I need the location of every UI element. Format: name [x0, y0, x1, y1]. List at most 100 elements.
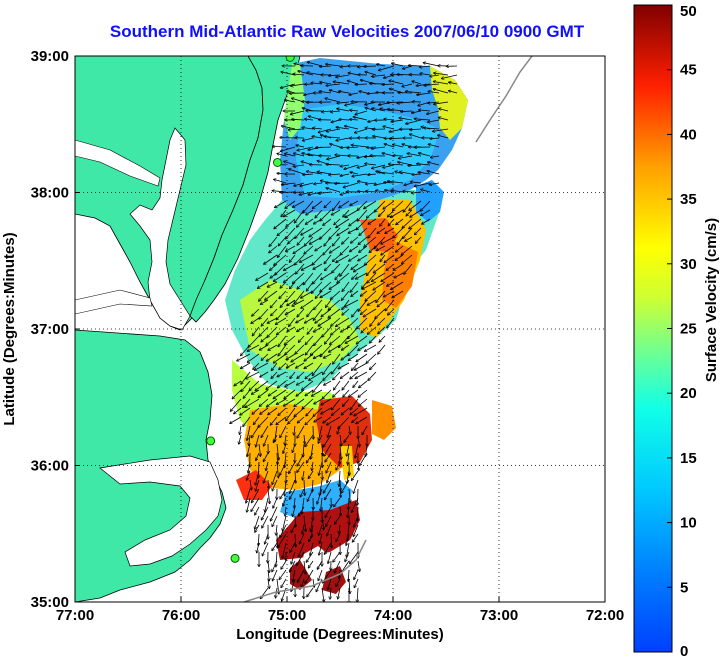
velocity-arrow: [251, 317, 260, 323]
velocity-arrow: [300, 182, 314, 186]
velocity-arrow: [282, 542, 287, 558]
velocity-arrow: [428, 91, 440, 94]
velocity-arrow: [372, 74, 386, 77]
velocity-arrow: [352, 362, 359, 370]
velocity-arrow: [260, 398, 269, 406]
velocity-arrow: [276, 317, 287, 324]
velocity-arrow: [259, 308, 269, 319]
velocity-arrow: [336, 254, 350, 262]
velocity-arrow: [318, 569, 323, 580]
velocity-arrow: [256, 479, 260, 491]
velocity-arrow: [325, 506, 332, 517]
velocity-arrow: [260, 344, 269, 350]
velocity-arrow: [334, 497, 341, 507]
velocity-arrow: [410, 209, 422, 217]
velocity-arrow: [375, 200, 386, 212]
velocity-arrow: [297, 425, 305, 438]
velocity-arrow: [336, 218, 350, 228]
velocity-arrow: [293, 74, 305, 75]
velocity-arrow: [415, 182, 431, 186]
colorbar-tick-label: 5: [680, 579, 688, 596]
velocity-arrow: [298, 71, 314, 76]
velocity-arrow: [356, 272, 368, 279]
velocity-arrow: [277, 227, 287, 235]
velocity-arrow: [381, 236, 395, 244]
velocity-arrow: [393, 263, 404, 270]
velocity-arrow: [297, 371, 305, 378]
velocity-arrow: [449, 82, 458, 85]
velocity-arrow: [257, 542, 260, 553]
velocity-arrow: [344, 182, 359, 187]
velocity-arrow: [351, 263, 359, 269]
velocity-arrow: [283, 443, 287, 453]
velocity-arrow: [294, 425, 295, 435]
velocity-arrow: [267, 353, 278, 361]
velocity-arrow: [248, 461, 251, 473]
velocity-arrow: [307, 308, 314, 317]
velocity-arrow: [345, 209, 359, 217]
velocity-arrow: [342, 344, 350, 350]
velocity-arrow: [406, 119, 422, 124]
velocity-arrow: [302, 524, 305, 534]
velocity-arrow: [392, 63, 404, 67]
velocity-arrow: [246, 488, 251, 503]
velocity-arrow: [321, 497, 323, 511]
velocity-arrow: [321, 308, 332, 317]
velocity-arrow: [438, 135, 449, 139]
velocity-arrow: [378, 326, 386, 333]
velocity-arrow: [293, 506, 296, 516]
velocity-arrow: [367, 263, 377, 275]
velocity-arrow: [349, 578, 350, 593]
velocity-arrow: [332, 362, 341, 374]
velocity-arrow: [305, 119, 314, 120]
velocity-arrow: [279, 362, 287, 369]
velocity-arrow: [230, 416, 242, 423]
velocity-arrow: [302, 263, 314, 270]
x-axis-ticks: 77:00 76:00 75:00 74:00 73:00 72:00: [56, 597, 624, 624]
river-inlet: [75, 139, 161, 187]
radar-station-marker: [206, 436, 216, 446]
velocity-arrow: [376, 245, 386, 251]
velocity-arrow: [323, 416, 332, 423]
velocity-arrow: [286, 407, 296, 421]
velocity-arrow: [295, 344, 305, 354]
colorbar-label: Surface Velocity (cm/s): [703, 218, 720, 382]
velocity-arrow: [420, 74, 431, 76]
velocity-arrow: [241, 380, 251, 391]
velocity-arrow: [391, 190, 404, 193]
velocity-arrow: [383, 164, 395, 168]
velocity-arrow: [250, 479, 252, 490]
velocity-arrow: [341, 479, 350, 493]
velocity-arrow: [326, 164, 341, 165]
velocity-arrow: [379, 335, 386, 342]
velocity-arrow: [350, 371, 359, 379]
colorbar-tick-label: 25: [680, 321, 697, 338]
velocity-arrow: [409, 218, 422, 229]
velocity-arrow: [330, 587, 331, 599]
velocity-arrow: [304, 479, 305, 495]
velocity-arrow: [348, 506, 349, 517]
velocity-arrow: [297, 218, 305, 227]
velocity-arrow: [247, 344, 260, 351]
velocity-arrow: [255, 362, 269, 370]
velocity-arrow: [327, 524, 332, 536]
velocity-arrow: [306, 209, 314, 215]
velocity-arrow: [314, 218, 323, 224]
velocity-arrow: [368, 371, 377, 380]
velocity-arrow: [367, 93, 377, 94]
velocity-arrow: [336, 578, 341, 586]
velocity-arrow: [320, 82, 332, 85]
velocity-arrow: [434, 89, 449, 94]
velocity-arrow: [402, 254, 413, 264]
velocity-arrow: [381, 245, 395, 255]
velocity-arrow: [268, 569, 269, 581]
velocity-arrow: [356, 416, 368, 424]
velocity-arrow: [386, 263, 395, 270]
velocity-arrow: [320, 533, 323, 543]
velocity-arrow: [258, 443, 261, 456]
velocity-arrow: [252, 488, 260, 503]
velocity-arrow: [339, 524, 340, 534]
velocity-arrow: [285, 154, 296, 157]
velocity-arrow: [331, 533, 332, 548]
velocity-arrow: [319, 524, 323, 535]
